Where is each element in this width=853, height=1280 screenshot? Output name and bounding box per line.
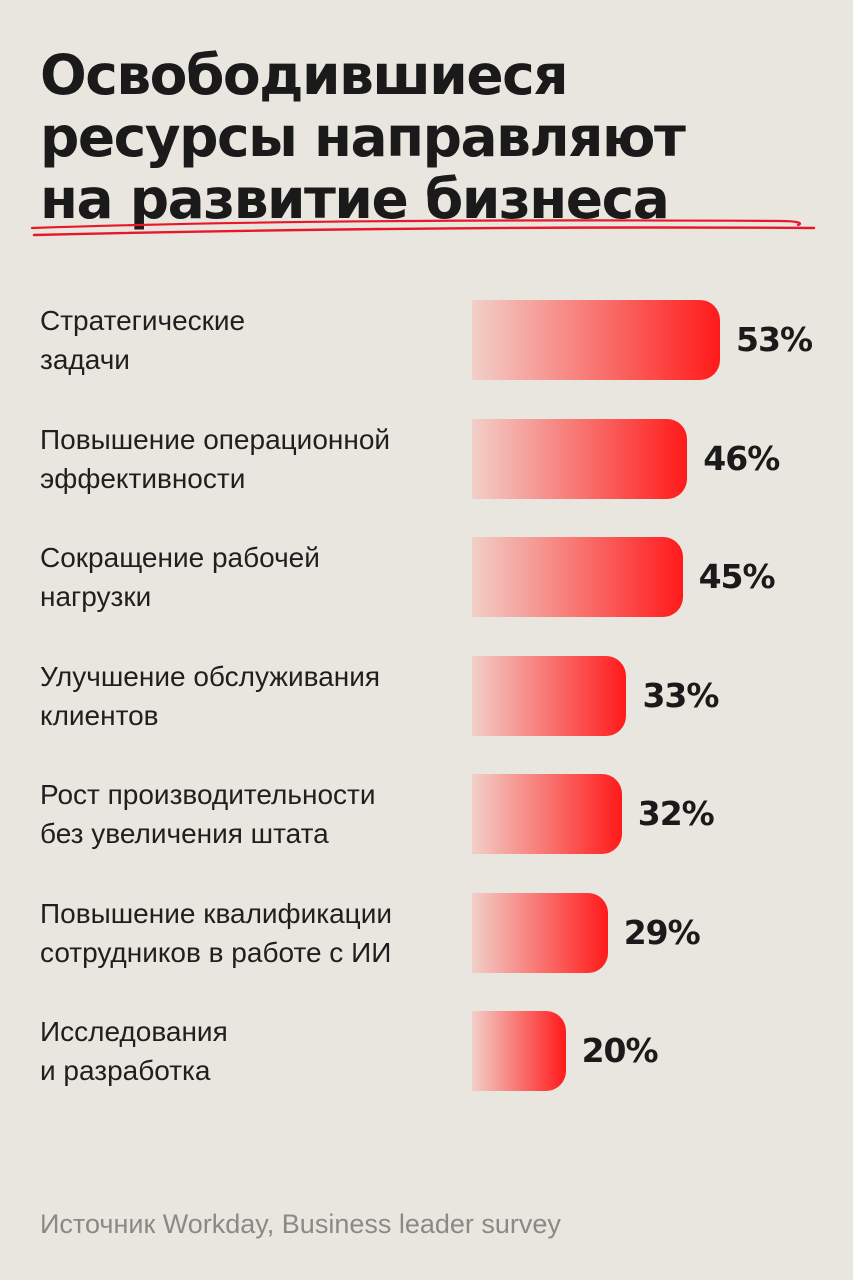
title-line: Освободившиеся: [40, 43, 569, 107]
category-label: Рост производительности без увеличения ш…: [40, 779, 376, 849]
bar: [472, 537, 683, 617]
data-label: 45%: [698, 557, 776, 596]
category-label: Сокращение рабочей нагрузки: [40, 542, 320, 612]
bar: [472, 418, 688, 499]
category-label: Исследования и разработка: [40, 1016, 228, 1086]
bar: [472, 300, 721, 380]
data-label: 33%: [642, 675, 719, 715]
category-label: Стратегические задачи: [40, 305, 246, 375]
data-label: 53%: [736, 320, 813, 359]
bar: [472, 774, 622, 854]
chart-title: Освободившиеся ресурсы направляют на раз…: [40, 44, 820, 230]
category-label: Повышение квалификации сотрудников в раб…: [40, 897, 392, 968]
category-label: Повышение операционной эффективности: [40, 423, 391, 494]
underline-stroke-upper: [30, 219, 802, 230]
underline-stroke-lower: [32, 226, 816, 237]
data-label: 32%: [637, 794, 715, 833]
title-line: ресурсы направляют: [40, 105, 686, 169]
data-label: 29%: [623, 912, 701, 952]
bar: [472, 655, 627, 736]
data-label: 20%: [581, 1031, 659, 1070]
bar: [472, 1011, 566, 1091]
title-underline: [30, 219, 816, 237]
category-label: Улучшение обслуживания клиентов: [40, 660, 381, 731]
source-note: Источник Workday, Business leader survey: [40, 1209, 561, 1239]
data-label: 46%: [703, 438, 780, 478]
bar: [472, 892, 608, 973]
